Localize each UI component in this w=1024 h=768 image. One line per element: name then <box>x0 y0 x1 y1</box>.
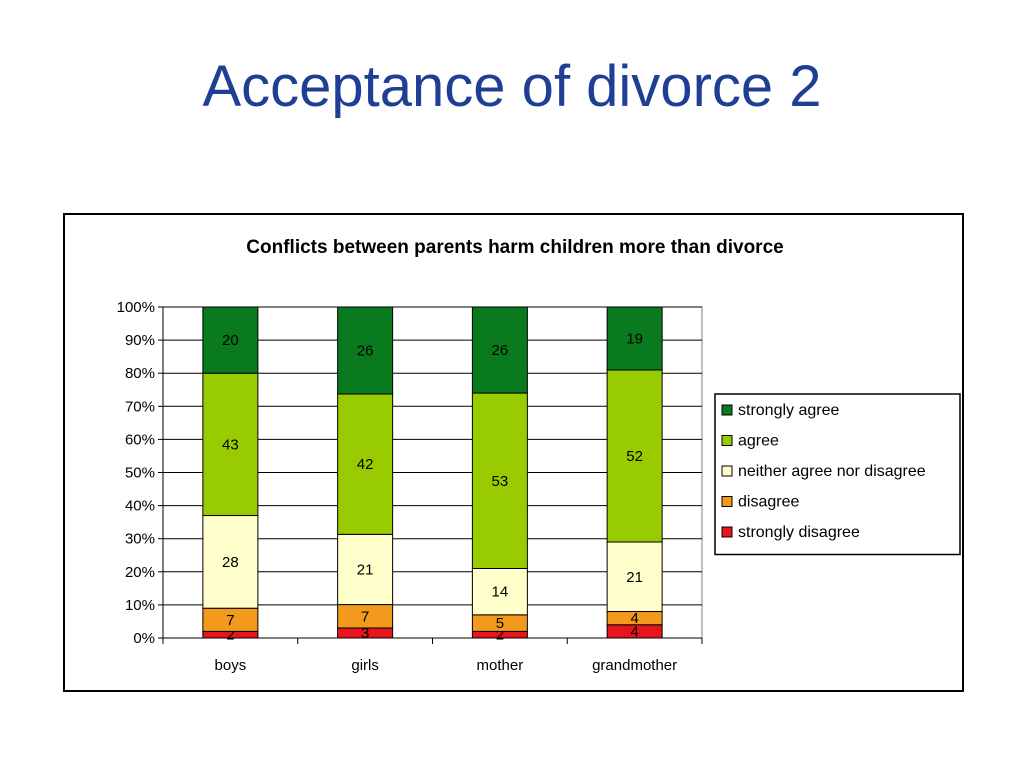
bar-segment-strongly-agree <box>337 306 394 395</box>
data-label: 7 <box>361 608 369 625</box>
data-label: 26 <box>492 342 509 359</box>
bar-segment-neither-agree-nor-disagree <box>606 541 663 613</box>
x-tick-label: mother <box>477 657 524 674</box>
legend-label: neither agree nor disagree <box>738 463 926 480</box>
x-tick-label: girls <box>351 657 379 674</box>
data-label: 3 <box>361 625 369 642</box>
bar-segment-strongly-agree <box>471 306 528 394</box>
legend-swatch <box>721 526 733 538</box>
y-tick-label: 100% <box>117 299 155 316</box>
y-tick-label: 30% <box>125 531 155 548</box>
stacked-bar-chart: Conflicts between parents harm children … <box>117 237 961 674</box>
slide-title: Acceptance of divorce 2 <box>202 54 822 119</box>
y-tick-label: 70% <box>125 398 155 415</box>
y-tick-label: 50% <box>125 465 155 482</box>
data-label: 7 <box>226 612 234 629</box>
bar-segment-neither-agree-nor-disagree <box>471 567 528 616</box>
bar-segment-agree <box>471 392 528 569</box>
chart-frame: Conflicts between parents harm children … <box>63 213 964 692</box>
legend-swatch <box>721 404 733 416</box>
data-label: 19 <box>626 330 643 347</box>
data-label: 43 <box>222 436 239 453</box>
bar-segment-neither-agree-nor-disagree <box>337 533 394 606</box>
legend-swatch <box>721 496 733 507</box>
legend-swatch <box>721 465 733 477</box>
data-label: 5 <box>496 615 504 632</box>
data-label: 14 <box>492 584 509 601</box>
legend-label: strongly agree <box>738 402 839 419</box>
y-tick-label: 20% <box>125 564 155 581</box>
data-label: 20 <box>222 332 239 349</box>
chart-title: Conflicts between parents harm children … <box>246 237 783 258</box>
bar-segment-agree <box>337 393 394 535</box>
legend-label: disagree <box>738 494 799 511</box>
y-tick-label: 40% <box>125 498 155 515</box>
bar-segment-strongly-agree <box>202 306 259 374</box>
legend-box <box>714 393 961 556</box>
bar-segment-neither-agree-nor-disagree <box>202 515 259 609</box>
data-label: 26 <box>357 342 374 359</box>
y-tick-label: 90% <box>125 332 155 349</box>
legend-swatch <box>721 435 733 446</box>
bar-segment-agree <box>606 369 663 543</box>
bar-segment-strongly-agree <box>606 306 663 371</box>
y-tick-label: 10% <box>125 597 155 614</box>
x-tick-label: boys <box>215 657 247 674</box>
data-label: 4 <box>630 623 638 640</box>
data-label: 21 <box>357 561 374 578</box>
data-label: 4 <box>630 610 638 627</box>
plot-area: 0%10%20%30%40%50%60%70%80%90%100%2728432… <box>117 299 703 674</box>
legend: strongly agree agree neither agree nor dis… <box>714 393 961 556</box>
data-label: 2 <box>226 627 234 644</box>
y-tick-label: 80% <box>125 365 155 382</box>
bar-segment-agree <box>202 372 259 517</box>
y-tick-label: 60% <box>125 431 155 448</box>
data-label: 2 <box>496 627 504 644</box>
legend-label: agree <box>738 433 779 450</box>
y-tick-label: 0% <box>133 630 155 647</box>
data-label: 28 <box>222 554 239 571</box>
data-label: 53 <box>492 473 509 490</box>
x-tick-label: grandmother <box>592 657 677 674</box>
data-label: 52 <box>626 448 643 465</box>
legend-label: strongly disagree <box>738 524 860 541</box>
data-label: 42 <box>357 456 374 473</box>
data-label: 21 <box>626 569 643 586</box>
